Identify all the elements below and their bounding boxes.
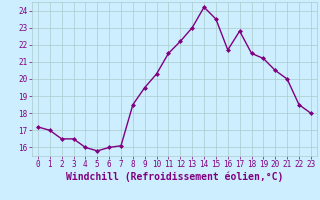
X-axis label: Windchill (Refroidissement éolien,°C): Windchill (Refroidissement éolien,°C) <box>66 172 283 182</box>
